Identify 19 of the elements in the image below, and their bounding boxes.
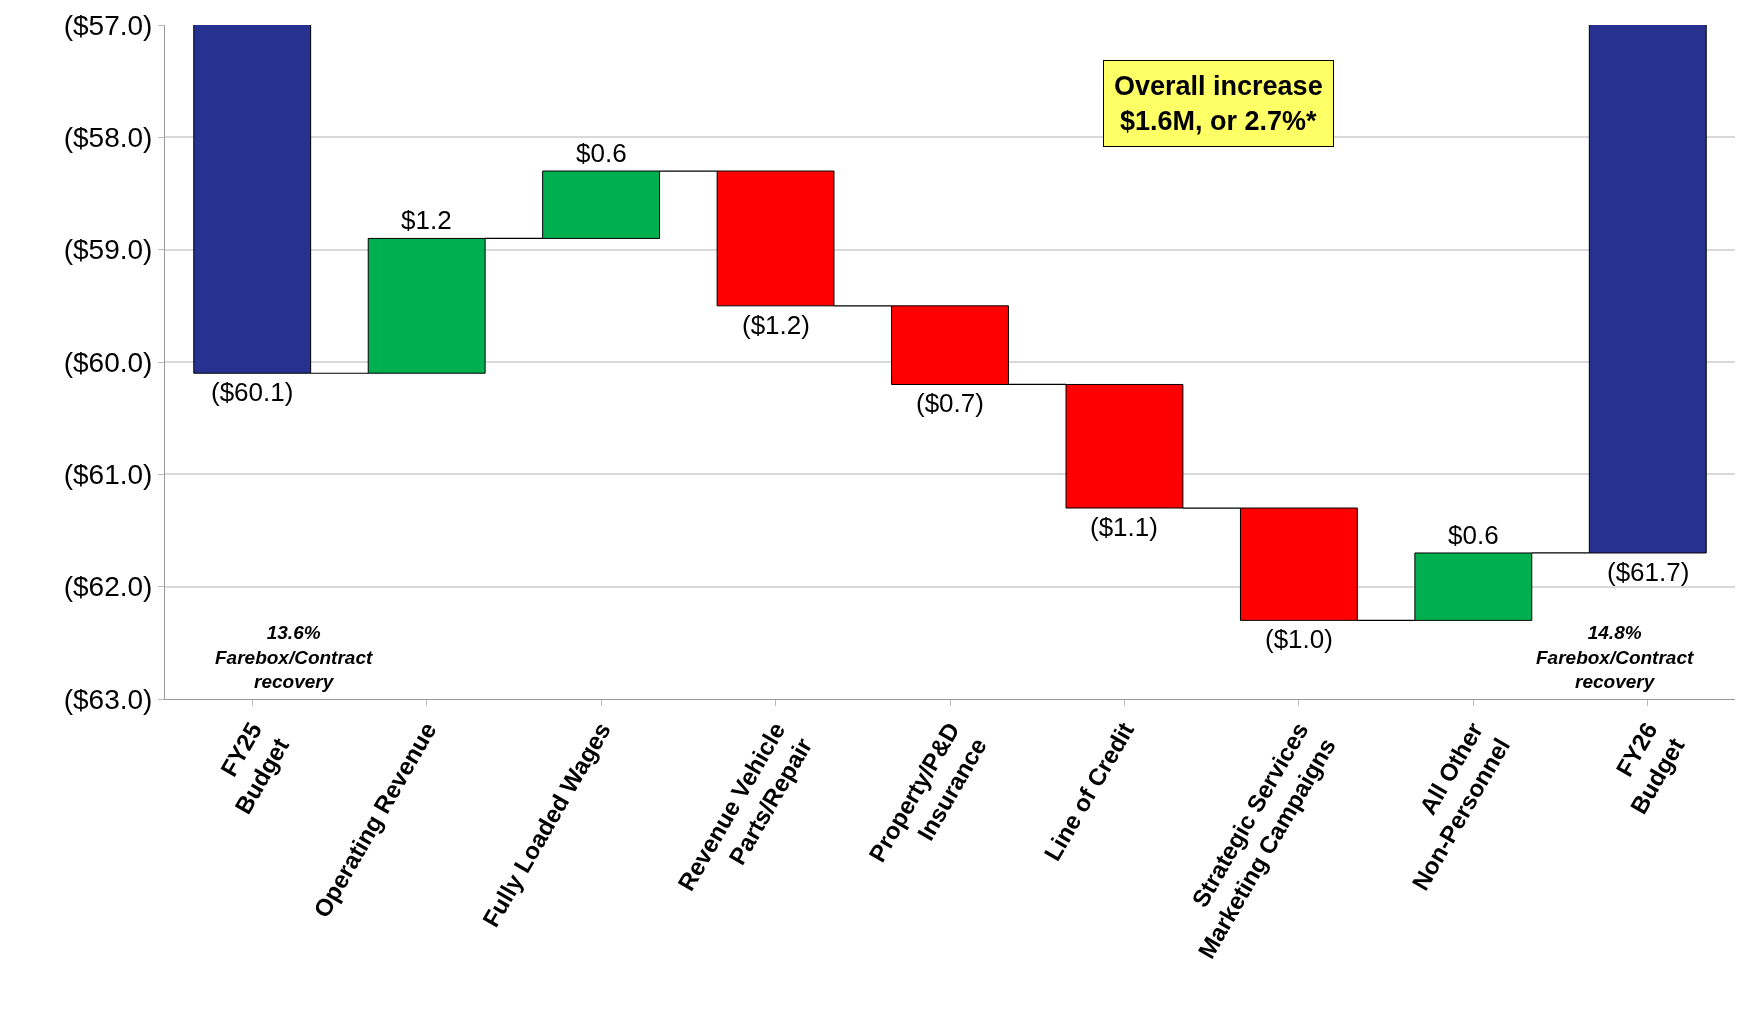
data-label: ($61.7) <box>1607 557 1690 587</box>
y-tick-label: ($62.0) <box>63 571 153 603</box>
y-tick-label: ($60.0) <box>63 346 153 378</box>
data-label: $0.6 <box>576 138 627 168</box>
data-label: ($1.2) <box>742 310 810 340</box>
annotation: Overall increase $1.6M, or 2.7%* <box>1114 71 1323 137</box>
data-label: $0.6 <box>1448 520 1499 550</box>
data-label: ($1.1) <box>1090 512 1158 542</box>
data-label: ($1.0) <box>1265 624 1333 654</box>
data-label: $1.2 <box>401 205 452 235</box>
annotation: 13.6% Farebox/Contract recovery <box>215 622 373 693</box>
y-tick-label: ($59.0) <box>63 234 153 266</box>
data-label: ($0.7) <box>916 388 984 418</box>
data-label: ($60.1) <box>211 377 294 407</box>
y-tick-label: ($57.0) <box>63 9 153 41</box>
annotation: 14.8% Farebox/Contract recovery <box>1536 622 1694 693</box>
y-tick-label: ($61.0) <box>63 459 153 491</box>
y-tick-label: ($58.0) <box>63 122 153 154</box>
y-tick-label: ($63.0) <box>63 683 153 715</box>
